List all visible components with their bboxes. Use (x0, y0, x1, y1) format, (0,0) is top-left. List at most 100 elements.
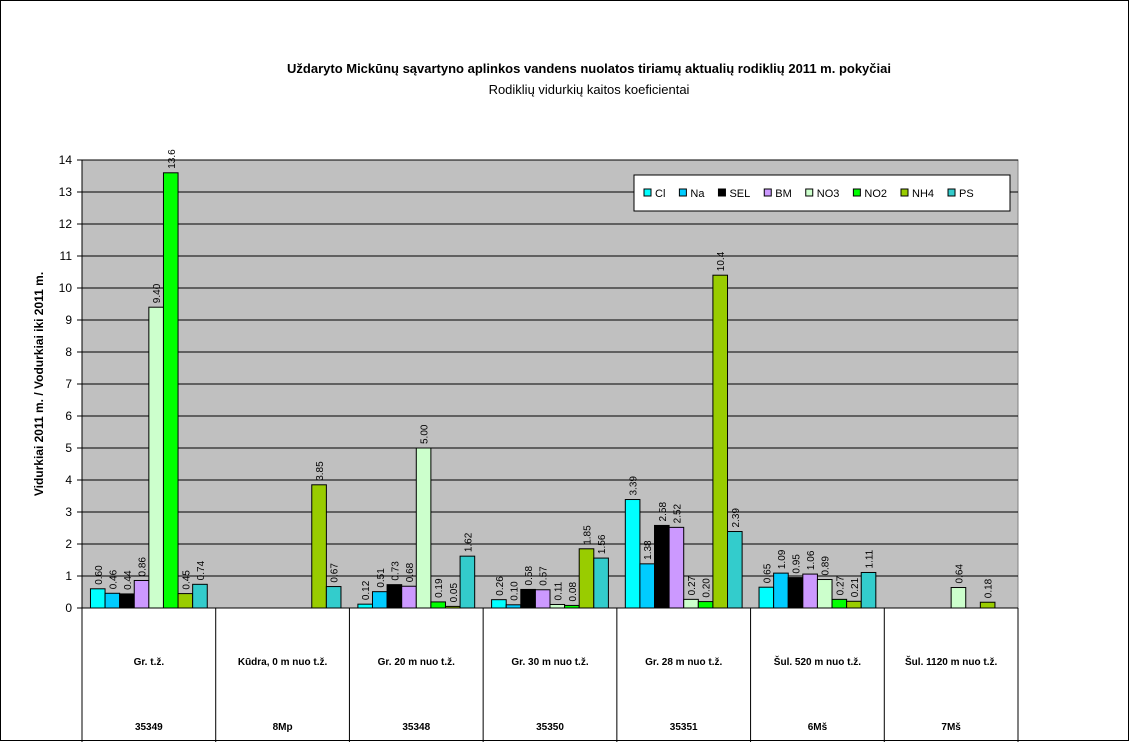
category-code: 35348 (402, 722, 430, 733)
data-label: 0.44 (123, 570, 134, 590)
data-label: 3.39 (629, 476, 640, 496)
bar-no3 (683, 598, 699, 609)
data-label: 0.19 (434, 578, 445, 598)
data-label: 0.64 (954, 564, 965, 584)
y-tick-label: 11 (60, 249, 73, 263)
data-label: 0.08 (568, 582, 579, 602)
data-label: 0.51 (376, 568, 387, 588)
data-label: 0.68 (405, 562, 416, 582)
legend-swatch (947, 188, 956, 197)
legend-swatch (805, 188, 814, 197)
data-label: 0.21 (850, 577, 861, 597)
legend-box (633, 174, 1011, 212)
chart-subtitle: Rodiklių vidurkių kaitos koeficientai (489, 82, 690, 97)
bar-cl (758, 586, 775, 609)
bar-bm (668, 526, 685, 609)
data-label: 0.95 (792, 554, 803, 574)
data-label: 0.10 (510, 581, 521, 601)
bar-bm (133, 579, 150, 609)
data-label: 0.67 (330, 563, 341, 583)
category-code: 8Mp (273, 722, 293, 733)
bar-na (505, 604, 522, 609)
bar-nh4 (444, 605, 461, 609)
bar-no3 (816, 579, 833, 609)
bar-ps (325, 586, 342, 609)
data-label: 0.45 (181, 570, 192, 590)
y-tick-label: 14 (59, 153, 73, 167)
legend-swatch (678, 188, 687, 197)
data-label: 13.6 (167, 149, 178, 169)
bar-sel (787, 577, 804, 609)
category-code: 6Mš (808, 722, 828, 733)
data-label: 0.20 (702, 578, 713, 598)
category-label: Gr. 28 m nuo t.ž. (645, 657, 722, 668)
data-label: 0.27 (687, 575, 698, 595)
data-label: 0.73 (390, 561, 401, 581)
legend-label: NO3 (817, 188, 840, 200)
bar-sel (520, 588, 536, 609)
data-label: 5.00 (420, 424, 431, 444)
data-label: 2.39 (731, 508, 742, 528)
legend-label: Cl (655, 188, 665, 200)
data-label: 0.27 (835, 575, 846, 595)
bar-nh4 (712, 274, 729, 609)
data-label: 9.40 (152, 283, 163, 303)
bar-ps (192, 583, 208, 609)
legend-label: NH4 (912, 188, 934, 200)
bar-no2 (564, 604, 580, 609)
data-label: 1.38 (643, 540, 654, 560)
y-tick-label: 13 (59, 185, 73, 199)
data-label: 1.85 (583, 525, 594, 545)
category-code: 35349 (135, 722, 163, 733)
data-label: 0.74 (196, 560, 207, 580)
category-code: 7Mš (941, 722, 961, 733)
bar-na (104, 592, 121, 609)
bar-sel (654, 524, 670, 609)
bar-no3 (148, 306, 164, 609)
bar-no3 (549, 603, 566, 609)
category-code: 35350 (536, 722, 564, 733)
bar-bm (401, 585, 417, 609)
data-label: 0.86 (138, 557, 149, 577)
y-tick-label: 6 (65, 409, 72, 423)
legend-label: BM (775, 188, 792, 200)
legend-swatch (852, 188, 861, 197)
bar-sel (386, 584, 403, 609)
data-label: 0.65 (762, 563, 773, 583)
legend-label: NO2 (864, 188, 887, 200)
bar-no2 (697, 601, 714, 609)
bar-bm (534, 589, 551, 609)
bar-bm (802, 573, 818, 609)
bar-no3 (950, 587, 967, 609)
y-tick-label: 12 (59, 217, 73, 231)
bar-nh4 (177, 593, 194, 609)
bar-na (639, 563, 656, 609)
category-label: Gr. 30 m nuo t.ž. (511, 657, 588, 668)
data-label: 1.09 (777, 549, 788, 569)
legend: Cl Na SEL BM NO3 NO2 NH4 PS (633, 174, 1011, 212)
y-axis-label: Vidurkiai 2011 m. / Vodurkiai iki 2011 m… (32, 272, 46, 496)
bar-ps (860, 571, 877, 609)
bar-cl (357, 603, 373, 609)
bar-na (371, 591, 388, 609)
legend-swatch (717, 188, 726, 197)
chart-title: Uždaryto Mickūnų sąvartyno aplinkos vand… (287, 61, 891, 76)
bar-cl (491, 599, 507, 609)
bar-no2 (162, 172, 179, 609)
bar-nh4 (979, 601, 996, 609)
data-label: 3.85 (315, 461, 326, 481)
bar-no2 (831, 598, 848, 609)
category-axis: Gr. t.ž. 35349 Kūdra, 0 m nuo t.ž. 8Mp Gr. 2… (81, 608, 1019, 742)
bar-no2 (430, 601, 446, 609)
legend-label: PS (959, 188, 974, 200)
data-label: 1.06 (806, 550, 817, 570)
bar-nh4 (578, 548, 595, 609)
bar-cl (624, 499, 641, 609)
data-label: 2.58 (658, 502, 669, 522)
data-label: 2.52 (672, 503, 683, 523)
category-label: Gr. 20 m nuo t.ž. (378, 657, 455, 668)
bar-na (773, 572, 789, 609)
data-label: 1.11 (865, 549, 876, 568)
